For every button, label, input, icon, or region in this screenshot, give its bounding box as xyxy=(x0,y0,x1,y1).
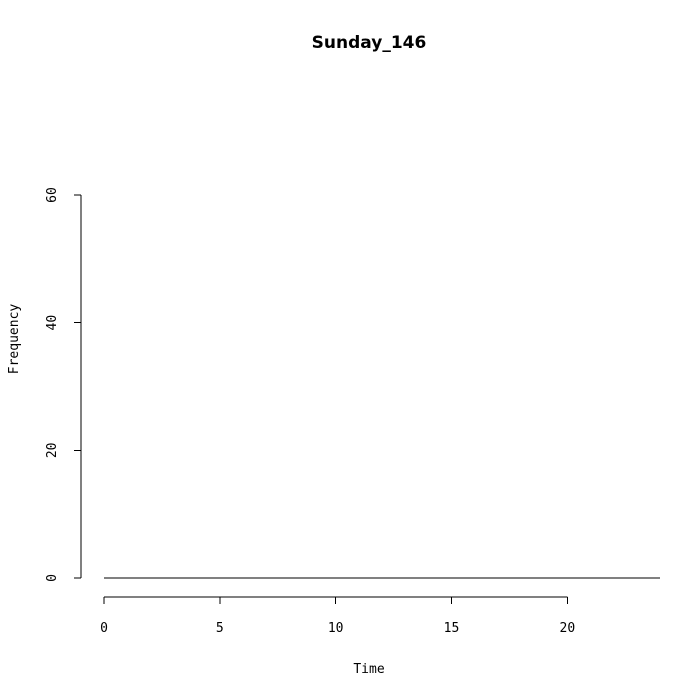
x-tick-label-15: 15 xyxy=(444,621,460,636)
x-tick-label-0: 0 xyxy=(100,621,108,636)
x-axis-title: Time xyxy=(353,662,384,677)
y-tick-label-20: 20 xyxy=(45,443,60,459)
y-tick-label-40: 40 xyxy=(45,315,60,331)
y-axis-title: Frequency xyxy=(7,304,22,375)
y-tick-label-0: 0 xyxy=(45,574,60,582)
x-tick-label-10: 10 xyxy=(328,621,344,636)
x-tick-label-20: 20 xyxy=(560,621,576,636)
x-tick-label-5: 5 xyxy=(216,621,224,636)
y-tick-label-60: 60 xyxy=(45,187,60,203)
chart-title: Sunday_146 xyxy=(312,33,427,53)
plot-layer: 0 5 10 15 20 0 20 40 60 xyxy=(45,187,660,636)
